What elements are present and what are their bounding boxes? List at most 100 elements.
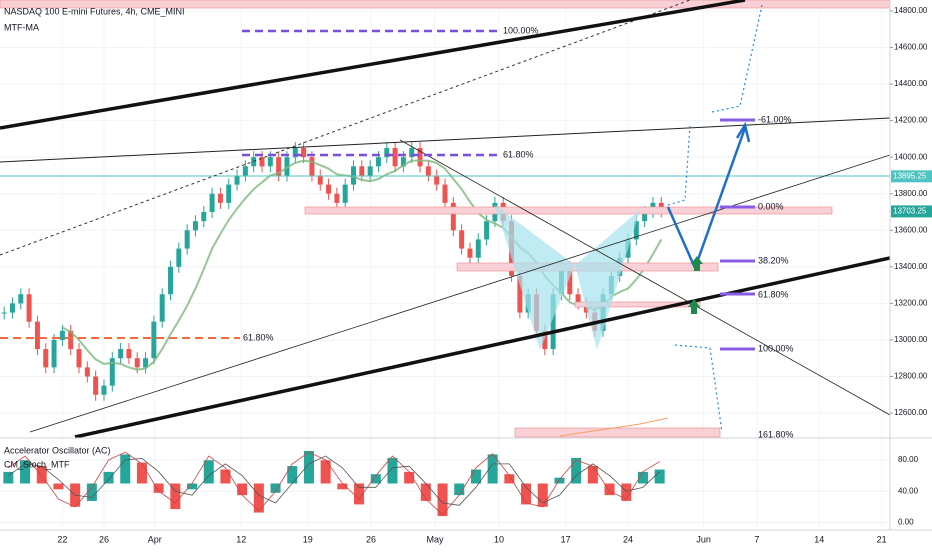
axis-layer: 14800.00 14600.00 14400.00 14200.00 14000.00…: [57, 6, 932, 544]
stoch-line: [8, 455, 660, 506]
x-tick-label: Jun: [696, 534, 711, 544]
candle: [326, 184, 332, 194]
drawings: [0, 0, 891, 439]
oscillator-title: Accelerator Oscillator (AC): [4, 445, 111, 455]
ac-bar: [387, 457, 398, 484]
ac-bar: [36, 466, 47, 484]
x-tick-label: Apr: [148, 534, 162, 544]
candle: [134, 358, 140, 368]
candle: [151, 321, 157, 359]
candle: [209, 193, 215, 213]
x-tick-label: 19: [303, 534, 313, 544]
ac-bar: [571, 457, 582, 484]
x-tick-label: 26: [99, 534, 109, 544]
candle: [351, 166, 356, 185]
candle: [259, 157, 265, 167]
ac-bar: [287, 466, 298, 484]
y-tick-label: 13600.00: [894, 225, 928, 234]
candle: [143, 358, 149, 368]
oscillator-subtitle: CM_Stoch_MTF: [4, 459, 70, 469]
ac-bar: [337, 483, 348, 490]
candle: [234, 175, 240, 185]
candle: [176, 248, 182, 267]
y-tick-label: 13400.00: [894, 262, 928, 271]
ac-bar: [554, 477, 565, 484]
y-tick-label: 13000.00: [894, 335, 928, 344]
projection-dotted: [667, 4, 763, 433]
fib-levels: [720, 118, 755, 351]
ac-bar: [3, 471, 14, 484]
zone-line: [559, 417, 669, 437]
ac-bar: [20, 460, 31, 484]
ac-bar: [354, 483, 365, 505]
ac-bar: [437, 483, 448, 517]
candle: [26, 294, 32, 322]
candle: [567, 266, 573, 295]
ac-bar: [537, 483, 548, 507]
projection: [666, 127, 747, 272]
candle: [425, 166, 431, 176]
ac-bar: [454, 483, 465, 496]
candle: [217, 193, 223, 203]
candle: [242, 166, 248, 176]
candle: [101, 385, 107, 395]
trendline: [74, 256, 891, 439]
y-tick-label: 13200.00: [894, 299, 928, 308]
ac-bar: [120, 454, 131, 484]
candle: [642, 212, 648, 222]
trendline: [0, 0, 691, 256]
ac-bar: [220, 469, 231, 484]
y-tick-label: 14800.00: [894, 6, 928, 15]
fib-label: 0.00%: [758, 201, 784, 211]
ac-bar: [203, 460, 214, 484]
candle: [201, 212, 207, 222]
candle: [93, 376, 99, 395]
candle: [168, 266, 174, 295]
ac-bar: [303, 450, 314, 484]
ac-bar: [253, 483, 264, 513]
fib-label: 38.20%: [758, 255, 789, 265]
x-tick-label: 22: [57, 534, 67, 544]
zone: [304, 206, 833, 215]
ac-bar: [187, 483, 198, 490]
candle: [226, 184, 232, 203]
candle: [59, 330, 65, 340]
pattern: [495, 205, 575, 350]
ac-bar: [654, 469, 665, 484]
fib-label: 100.00%: [758, 343, 794, 353]
price-mark-label: 13703.25: [893, 207, 927, 216]
candle: [575, 294, 581, 304]
zone: [574, 301, 701, 308]
candle: [517, 275, 523, 313]
y-tick-label: 40.00: [898, 486, 919, 495]
trendline: [399, 139, 891, 416]
candle: [126, 349, 132, 359]
y-tick-label: 14400.00: [894, 79, 928, 88]
ac-bar: [521, 483, 532, 505]
candle: [9, 303, 15, 313]
ac-bar: [637, 471, 648, 484]
candle: [284, 157, 290, 176]
y-tick-label: 14600.00: [894, 43, 928, 52]
candle: [184, 230, 190, 249]
ac-bar: [470, 469, 481, 484]
x-tick-label: 21: [877, 534, 887, 544]
candle: [68, 330, 74, 350]
stoch-line: [8, 451, 660, 516]
candle: [84, 367, 90, 377]
candle: [550, 294, 556, 350]
y-tick-label: 12600.00: [894, 408, 928, 417]
candle: [633, 221, 639, 240]
candle: [317, 175, 323, 185]
candle: [392, 148, 398, 167]
candle: [442, 184, 448, 203]
ac-bar: [103, 471, 114, 484]
x-tick-label: 10: [494, 534, 504, 544]
candle: [384, 148, 390, 158]
candle: [43, 349, 49, 368]
candle: [459, 230, 465, 249]
ac-bar: [153, 483, 164, 493]
x-tick-label: 14: [814, 534, 824, 544]
candle: [301, 148, 307, 158]
